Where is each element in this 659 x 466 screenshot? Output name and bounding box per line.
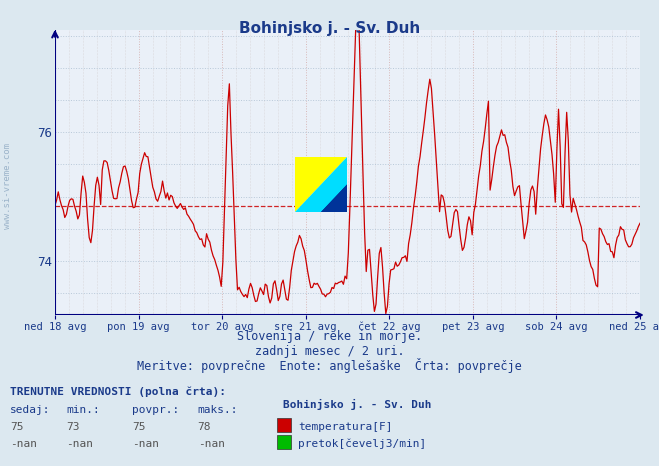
Text: Meritve: povprečne  Enote: anglešaške  Črta: povprečje: Meritve: povprečne Enote: anglešaške Črt… bbox=[137, 358, 522, 373]
Text: 75: 75 bbox=[10, 422, 23, 432]
Text: maks.:: maks.: bbox=[198, 405, 238, 415]
Text: -nan: -nan bbox=[198, 439, 225, 449]
Polygon shape bbox=[321, 157, 347, 212]
Polygon shape bbox=[295, 157, 347, 212]
Text: 78: 78 bbox=[198, 422, 211, 432]
Text: -nan: -nan bbox=[66, 439, 93, 449]
Polygon shape bbox=[295, 157, 347, 212]
Text: www.si-vreme.com: www.si-vreme.com bbox=[3, 144, 13, 229]
Text: TRENUTNE VREDNOSTI (polna črta):: TRENUTNE VREDNOSTI (polna črta): bbox=[10, 386, 226, 397]
Text: Bohinjsko j. - Sv. Duh: Bohinjsko j. - Sv. Duh bbox=[283, 399, 432, 411]
Text: pretok[čevelj3/min]: pretok[čevelj3/min] bbox=[298, 439, 426, 449]
Text: 73: 73 bbox=[66, 422, 79, 432]
Text: -nan: -nan bbox=[10, 439, 37, 449]
Text: povpr.:: povpr.: bbox=[132, 405, 179, 415]
Text: sedaj:: sedaj: bbox=[10, 405, 50, 415]
Text: 75: 75 bbox=[132, 422, 145, 432]
Text: temperatura[F]: temperatura[F] bbox=[298, 422, 392, 432]
Text: min.:: min.: bbox=[66, 405, 100, 415]
Text: Bohinjsko j. - Sv. Duh: Bohinjsko j. - Sv. Duh bbox=[239, 21, 420, 36]
Text: Slovenija / reke in morje.: Slovenija / reke in morje. bbox=[237, 330, 422, 343]
Text: -nan: -nan bbox=[132, 439, 159, 449]
Text: zadnji mesec / 2 uri.: zadnji mesec / 2 uri. bbox=[254, 345, 405, 358]
Polygon shape bbox=[321, 185, 347, 212]
